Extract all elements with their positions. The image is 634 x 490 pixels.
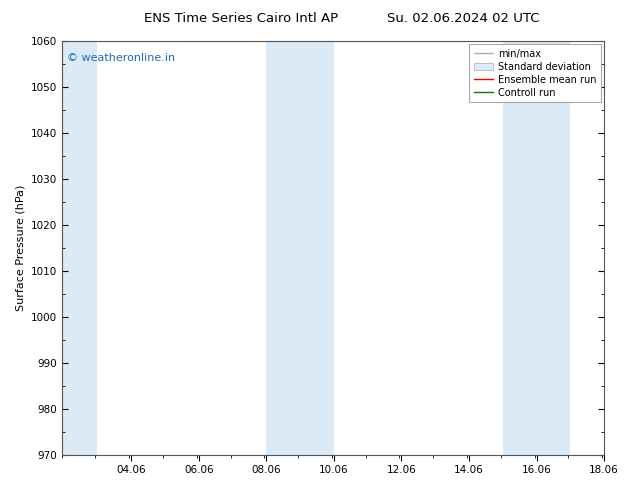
- Y-axis label: Surface Pressure (hPa): Surface Pressure (hPa): [15, 185, 25, 311]
- Text: © weatheronline.in: © weatheronline.in: [67, 53, 175, 64]
- Text: Su. 02.06.2024 02 UTC: Su. 02.06.2024 02 UTC: [387, 12, 539, 25]
- Legend: min/max, Standard deviation, Ensemble mean run, Controll run: min/max, Standard deviation, Ensemble me…: [469, 44, 601, 102]
- Bar: [61, 41, 98, 455]
- Text: ENS Time Series Cairo Intl AP: ENS Time Series Cairo Intl AP: [144, 12, 338, 25]
- Bar: [503, 41, 571, 455]
- Bar: [266, 41, 334, 455]
